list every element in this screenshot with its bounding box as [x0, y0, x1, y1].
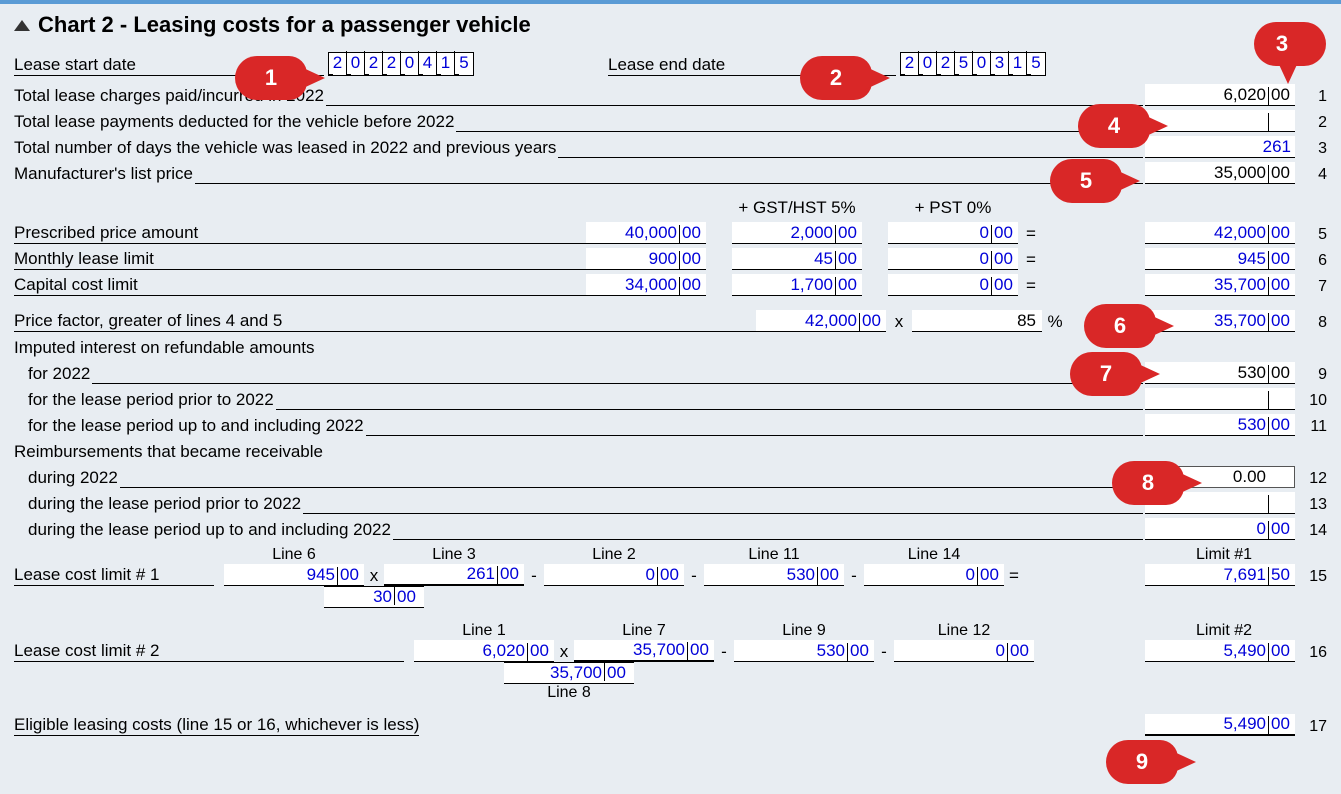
line14-amount: 000 [1145, 518, 1295, 540]
line13-label: during the lease period prior to 2022 [14, 494, 301, 514]
line6-label: Monthly lease limit [14, 249, 586, 270]
limit1-result: 7,69150 [1145, 564, 1295, 586]
chart-title-row: Chart 2 - Leasing costs for a passenger … [14, 12, 1327, 38]
limit2-label: Lease cost limit # 2 [14, 641, 404, 662]
line5-gst: 2,00000 [732, 222, 862, 244]
limit1-d: 53000 [704, 564, 844, 586]
callout-7: 7 [1070, 352, 1142, 396]
line17-amount: 5,49000 [1145, 714, 1295, 736]
line8-pct: 85 [912, 310, 1042, 332]
line5-total: 42,00000 [1145, 222, 1295, 244]
line3-amount[interactable]: 261 [1145, 136, 1295, 158]
line10-num: 10 [1299, 392, 1327, 410]
line3-num: 3 [1299, 140, 1327, 158]
line4-label: Manufacturer's list price [14, 164, 193, 184]
line12-label: during 2022 [14, 468, 118, 488]
line9-amount[interactable]: 53000 [1145, 362, 1295, 384]
line5-base: 40,00000 [586, 222, 706, 244]
callout-6: 6 [1084, 304, 1156, 348]
limit1-hdr-b: Line 3 [384, 546, 524, 564]
line8-factor: 42,00000 [756, 310, 886, 332]
line3-label: Total number of days the vehicle was lea… [14, 138, 556, 158]
limit2-a: 6,02000 [414, 640, 554, 662]
callout-3: 3 [1254, 22, 1326, 66]
limit1-hdr-f: Limit #1 [1149, 546, 1299, 564]
limit2-result: 5,49000 [1145, 640, 1295, 662]
gst-header: + GST/HST 5% [732, 198, 862, 218]
limit2-hdr-a: Line 1 [414, 622, 554, 640]
line7-pst: 000 [888, 274, 1018, 296]
limit2-c: 53000 [734, 640, 874, 662]
limit2-hdr-d: Line 12 [894, 622, 1034, 640]
limit1-b: 26100 [384, 564, 524, 586]
line5-num: 5 [1299, 226, 1327, 244]
limit1-e: 000 [864, 564, 1004, 586]
line7-total: 35,70000 [1145, 274, 1295, 296]
line6-pst: 000 [888, 248, 1018, 270]
line12-num: 12 [1299, 470, 1327, 488]
line2-num: 2 [1299, 114, 1327, 132]
callout-2: 2 [800, 56, 872, 100]
callout-5: 5 [1050, 159, 1122, 203]
line5-label: Prescribed price amount [14, 223, 586, 244]
imputed-header: Imputed interest on refundable amounts [14, 338, 315, 358]
line6-base: 90000 [586, 248, 706, 270]
callout-1: 1 [235, 56, 307, 100]
line7-gst: 1,70000 [732, 274, 862, 296]
line4-amount[interactable]: 35,00000 [1145, 162, 1295, 184]
line13-num: 13 [1299, 496, 1327, 514]
limit1-divisor: 3000 [324, 586, 424, 608]
limit1-c: 000 [544, 564, 684, 586]
limit1-label: Lease cost limit # 1 [14, 565, 214, 586]
line11-num: 11 [1299, 418, 1327, 436]
line8-num: 8 [1299, 314, 1327, 332]
reimb-header: Reimbursements that became receivable [14, 442, 323, 462]
line6-num: 6 [1299, 252, 1327, 270]
line14-label: during the lease period up to and includ… [14, 520, 391, 540]
line9-label: for 2022 [14, 364, 90, 384]
limit2-divisor: 35,70000 [504, 662, 634, 684]
line11-amount: 53000 [1145, 414, 1295, 436]
limit1-hdr-d: Line 11 [704, 546, 844, 564]
line4-num: 4 [1299, 166, 1327, 184]
limit2-hdr-c: Line 9 [734, 622, 874, 640]
line10-amount[interactable] [1145, 388, 1295, 410]
callout-9: 9 [1106, 740, 1178, 784]
line1-num: 1 [1299, 88, 1327, 106]
line2-label: Total lease payments deducted for the ve… [14, 112, 454, 132]
callout-8: 8 [1112, 461, 1184, 505]
line11-label: for the lease period up to and including… [14, 416, 364, 436]
collapse-icon[interactable] [14, 20, 30, 31]
line8-label: Price factor, greater of lines 4 and 5 [14, 311, 756, 332]
callout-4: 4 [1078, 104, 1150, 148]
line10-label: for the lease period prior to 2022 [14, 390, 274, 410]
line5-pst: 000 [888, 222, 1018, 244]
limit1-a: 94500 [224, 564, 364, 586]
limit1-hdr-a: Line 6 [224, 546, 364, 564]
line14-num: 14 [1299, 522, 1327, 540]
line17-num: 17 [1299, 718, 1327, 736]
limit2-b: 35,70000 [574, 640, 714, 662]
line17-label: Eligible leasing costs (line 15 or 16, w… [14, 715, 419, 736]
lease-start-input[interactable]: 20220415 [328, 52, 474, 76]
limit1-hdr-c: Line 2 [544, 546, 684, 564]
limit2-divisor-label: Line 8 [504, 684, 634, 702]
line7-base: 34,00000 [586, 274, 706, 296]
limit2-d: 000 [894, 640, 1034, 662]
limit1-hdr-e: Line 14 [864, 546, 1004, 564]
line6-gst: 4500 [732, 248, 862, 270]
chart-title: Chart 2 - Leasing costs for a passenger … [38, 12, 531, 38]
line7-num: 7 [1299, 278, 1327, 296]
line6-total: 94500 [1145, 248, 1295, 270]
line16-num: 16 [1299, 644, 1327, 662]
line9-num: 9 [1299, 366, 1327, 384]
limit2-hdr-e: Limit #2 [1149, 622, 1299, 640]
line15-num: 15 [1299, 568, 1327, 586]
limit2-hdr-b: Line 7 [574, 622, 714, 640]
equals-op: = [1018, 224, 1044, 244]
line7-label: Capital cost limit [14, 275, 586, 296]
lease-end-input[interactable]: 20250315 [900, 52, 1046, 76]
line1-amount[interactable]: 6,02000 [1145, 84, 1295, 106]
pst-header: + PST 0% [888, 198, 1018, 218]
